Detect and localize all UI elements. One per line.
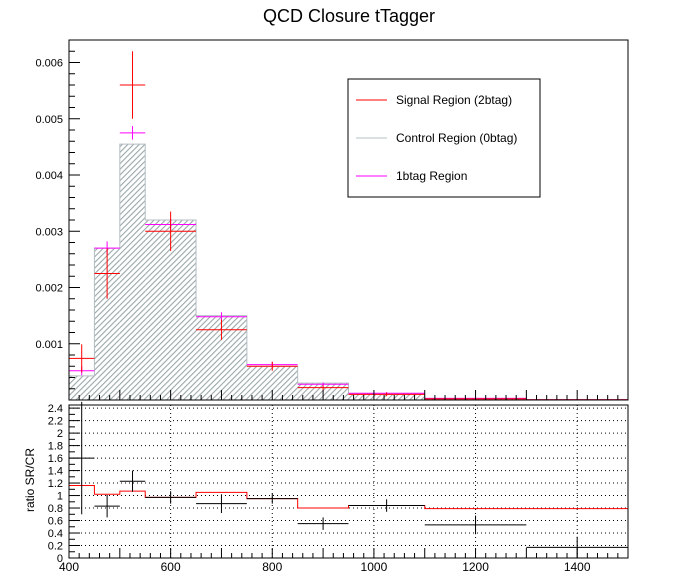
- x-tick-label: 400: [59, 560, 79, 573]
- y-tick-label: 0.002: [35, 283, 63, 295]
- ratio-grid: [69, 405, 628, 558]
- ratio-y-tick-label: 2.2: [48, 416, 63, 428]
- lower-x-axis: 400 600 800 1000 1200 1400: [59, 548, 629, 573]
- y-tick-label: 0.005: [35, 114, 63, 126]
- ratio-y-tick-label: 2.4: [48, 403, 63, 415]
- y-tick-label: 0.003: [35, 226, 63, 238]
- x-tick-label: 1000: [361, 560, 388, 573]
- control-bar: [69, 375, 95, 400]
- upper-x-ticks: [68, 390, 629, 400]
- ratio-y-tick-label: 1.4: [48, 466, 63, 478]
- ratio-y-tick-label: 1.2: [48, 478, 63, 490]
- legend-label-signal: Signal Region (2btag): [396, 93, 512, 107]
- ratio-points: [69, 401, 628, 558]
- chart-title: QCD Closure tTagger: [263, 6, 435, 26]
- lower-panel: 00.20.40.60.811.21.41.61.822.22.4 400 600…: [23, 401, 629, 573]
- x-tick-label: 1400: [564, 560, 591, 573]
- y-tick-label: 0.006: [35, 58, 63, 70]
- upper-frame: [68, 39, 629, 401]
- legend-label-control: Control Region (0btag): [396, 131, 517, 145]
- ratio-y-label: ratio SR/CR: [23, 448, 37, 512]
- y-tick-label: 0.001: [35, 339, 63, 351]
- ratio-y-tick-label: 0: [57, 553, 63, 565]
- lower-frame: [68, 404, 629, 559]
- ratio-y-tick-label: 1: [57, 491, 63, 503]
- upper-panel: 0.001 0.002 0.003 0.004 0.005 0.006: [35, 39, 629, 401]
- lower-y-axis: 00.20.40.60.811.21.41.61.822.22.4: [48, 403, 80, 565]
- control-bar: [348, 393, 425, 400]
- x-tick-label: 800: [262, 560, 282, 573]
- y-tick-label: 0.004: [35, 170, 63, 182]
- x-tick-label: 1200: [462, 560, 489, 573]
- ratio-y-tick-label: 1.6: [48, 453, 63, 465]
- ratio-y-tick-label: 0.8: [48, 503, 63, 515]
- x-tick-label: 600: [161, 560, 181, 573]
- ratio-y-tick-label: 0.4: [48, 528, 63, 540]
- legend: Signal Region (2btag) Control Region (0b…: [347, 78, 541, 198]
- legend-label-1btag: 1btag Region: [396, 169, 467, 183]
- ratio-y-tick-label: 0.6: [48, 516, 63, 528]
- ratio-y-tick-label: 0.2: [48, 541, 63, 553]
- upper-y-axis: 0.001 0.002 0.003 0.004 0.005 0.006: [35, 39, 80, 401]
- ratio-y-tick-label: 1.8: [48, 441, 63, 453]
- control-bar: [119, 144, 146, 400]
- ratio-y-tick-label: 2: [57, 428, 63, 440]
